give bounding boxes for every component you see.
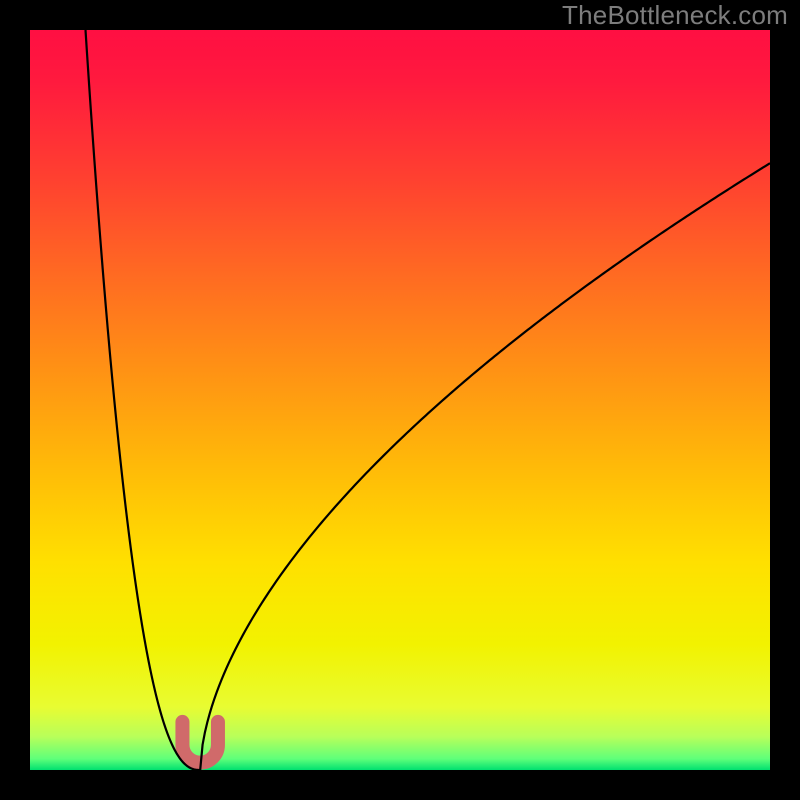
bottleneck-curve-chart <box>0 0 800 800</box>
plot-background <box>30 30 770 770</box>
watermark-text: TheBottleneck.com <box>562 0 788 31</box>
chart-stage: TheBottleneck.com <box>0 0 800 800</box>
